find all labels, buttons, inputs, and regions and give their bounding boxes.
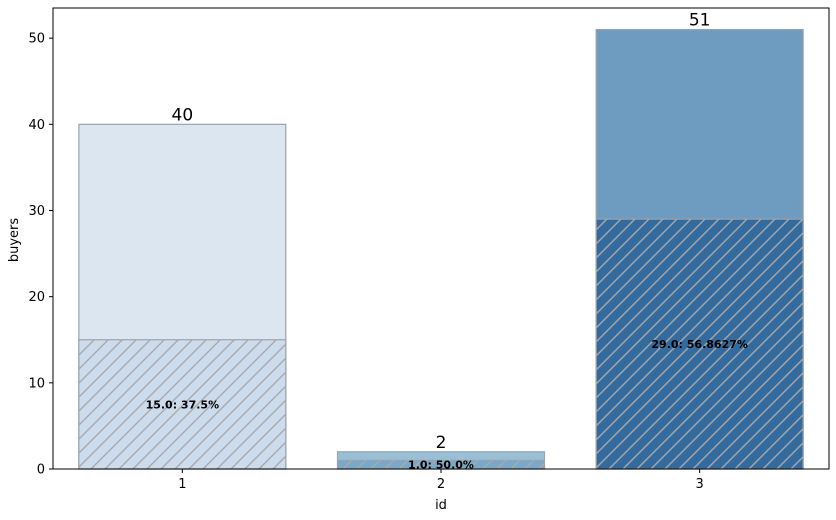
x-tick-label-3: 3 [696, 477, 704, 492]
y-tick-label-10: 10 [28, 376, 45, 391]
total-label-3: 51 [689, 11, 711, 31]
y-tick-label-20: 20 [28, 290, 45, 305]
x-tick-label-1: 1 [178, 477, 186, 492]
y-axis: 0 10 20 30 40 50 [28, 32, 53, 478]
total-label-1: 40 [172, 105, 194, 125]
y-tick-label-50: 50 [28, 32, 45, 47]
y-axis-label: buyers [7, 218, 22, 263]
subset-label-1: 15.0: 37.5% [146, 398, 220, 411]
bars-group [78, 28, 804, 470]
total-label-2: 2 [436, 433, 447, 453]
y-tick-label-30: 30 [28, 204, 45, 219]
x-tick-label-2: 2 [437, 477, 445, 492]
x-axis-label: id [435, 498, 447, 513]
x-axis: 1 2 3 [178, 469, 704, 492]
bar-subset-hatch-2 [337, 460, 545, 469]
bar-subset-hatch-3 [596, 219, 804, 469]
y-tick-label-40: 40 [28, 118, 45, 133]
bar-subset-hatch-1 [78, 339, 286, 469]
subset-label-3: 29.0: 56.8627% [651, 338, 748, 351]
labels-group: 40 15.0: 37.5% 2 1.0: 50.0% 51 29.0: 56.8627% [146, 11, 748, 472]
y-tick-label-0: 0 [37, 463, 45, 478]
subset-label-2: 1.0: 50.0% [408, 459, 474, 472]
